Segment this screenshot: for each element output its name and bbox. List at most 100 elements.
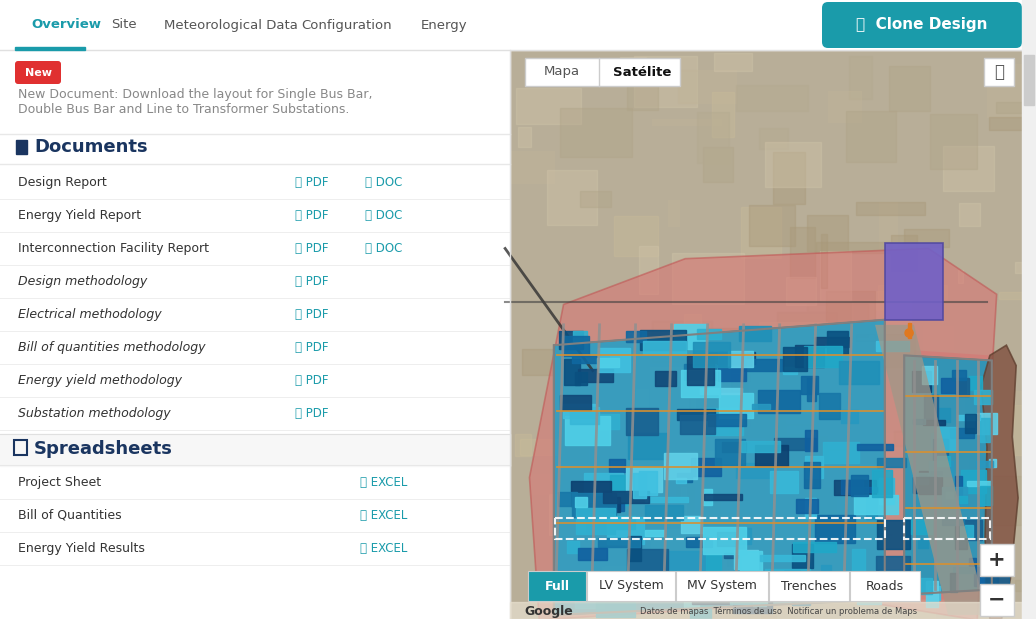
Text: Substation methodology: Substation methodology (18, 407, 171, 420)
Text: 📄 PDF: 📄 PDF (295, 209, 328, 222)
Bar (969, 376, 982, 390)
Bar (703, 408, 743, 435)
Bar (598, 538, 640, 547)
Bar (989, 117, 1036, 130)
Bar (758, 322, 827, 328)
Bar (0, 0, 1036, 50)
Bar (958, 415, 980, 420)
Bar (815, 515, 855, 543)
Bar (603, 491, 649, 503)
Bar (691, 362, 709, 377)
Bar (719, 393, 753, 418)
Bar (652, 529, 726, 569)
Bar (677, 473, 692, 482)
Bar (807, 215, 848, 251)
Text: 📄 EXCEL: 📄 EXCEL (359, 542, 407, 555)
Bar (518, 127, 530, 147)
Text: Interconnection Facility Report: Interconnection Facility Report (18, 242, 209, 255)
Bar (678, 70, 736, 103)
Polygon shape (875, 325, 987, 615)
Bar (792, 545, 813, 568)
Bar (875, 340, 909, 351)
Bar (652, 321, 713, 361)
Bar (578, 369, 612, 382)
Text: MV System: MV System (687, 579, 757, 592)
Bar (673, 324, 707, 348)
Bar (922, 366, 938, 384)
Bar (515, 433, 531, 456)
Bar (952, 370, 967, 380)
Bar (988, 459, 996, 467)
Text: ⤢: ⤢ (994, 63, 1004, 81)
Bar (563, 336, 588, 357)
Bar (609, 459, 625, 472)
Bar (851, 475, 867, 496)
Bar (918, 605, 942, 618)
Bar (711, 567, 731, 607)
FancyBboxPatch shape (525, 58, 680, 86)
Bar (909, 322, 911, 338)
Bar (686, 451, 723, 475)
Bar (760, 593, 776, 619)
Bar (929, 461, 953, 476)
Bar (786, 277, 816, 305)
Bar (917, 578, 931, 594)
Text: Configuration: Configuration (301, 19, 392, 32)
Bar (730, 369, 805, 399)
Bar (967, 481, 991, 487)
Bar (722, 580, 747, 618)
Text: 📄 PDF: 📄 PDF (295, 176, 328, 189)
FancyBboxPatch shape (677, 571, 768, 601)
Bar (969, 558, 976, 571)
Bar (765, 142, 821, 187)
Bar (937, 456, 950, 467)
Bar (636, 389, 648, 439)
Bar (685, 581, 724, 599)
Bar (733, 595, 772, 613)
Text: 📄 PDF: 📄 PDF (295, 308, 328, 321)
Bar (960, 525, 973, 537)
Bar (933, 439, 948, 461)
FancyBboxPatch shape (528, 571, 586, 601)
Bar (633, 473, 646, 498)
Bar (626, 467, 662, 492)
Bar (565, 488, 595, 503)
Bar (0, 50, 510, 619)
Bar (703, 147, 733, 182)
Polygon shape (914, 350, 989, 600)
Bar (827, 331, 847, 353)
Bar (912, 371, 931, 392)
Bar (0, 434, 510, 466)
Bar (783, 367, 797, 374)
Bar (596, 496, 608, 505)
Bar (941, 378, 966, 393)
Bar (682, 516, 702, 533)
Bar (930, 413, 996, 450)
FancyBboxPatch shape (769, 571, 848, 601)
Bar (821, 565, 831, 581)
Bar (958, 202, 980, 226)
FancyBboxPatch shape (984, 58, 1014, 86)
Text: Energy: Energy (421, 19, 467, 32)
Bar (628, 67, 658, 110)
Bar (965, 414, 976, 433)
Bar (598, 348, 630, 373)
Text: Datos de mapas  Términos de uso  Notificar un problema de Maps: Datos de mapas Términos de uso Notificar… (640, 606, 917, 616)
Bar (986, 391, 1035, 417)
Bar (740, 331, 764, 379)
Bar (549, 494, 584, 535)
Bar (839, 361, 879, 384)
Bar (936, 427, 956, 451)
Bar (730, 589, 767, 604)
Text: New Document: Download the layout for Single Bus Bar,: New Document: Download the layout for Si… (18, 88, 373, 101)
Bar (739, 326, 771, 340)
Bar (876, 521, 910, 548)
Bar (571, 481, 611, 506)
Bar (760, 555, 805, 561)
Bar (736, 463, 775, 478)
Bar (607, 517, 643, 544)
FancyBboxPatch shape (980, 544, 1014, 576)
Bar (956, 458, 969, 478)
Bar (903, 228, 949, 248)
Bar (664, 453, 697, 479)
